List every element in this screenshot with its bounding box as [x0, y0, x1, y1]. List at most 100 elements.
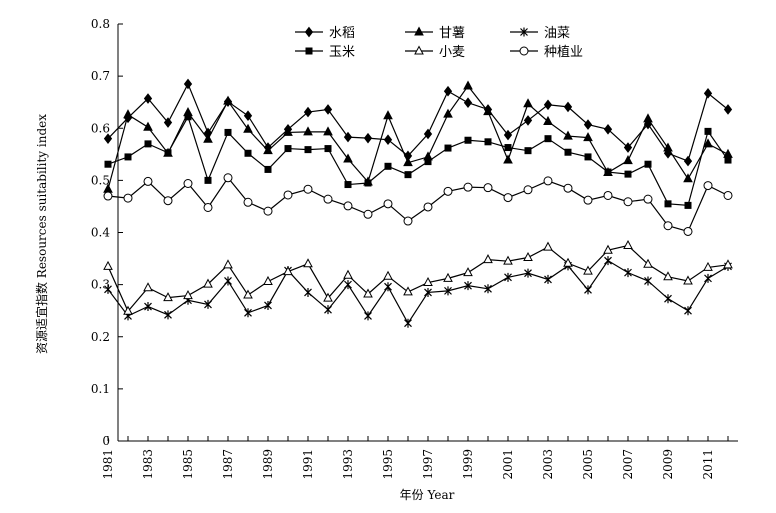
point-4-2005: [583, 265, 593, 275]
point-3-2006: [604, 168, 612, 176]
point-2-1992: [324, 305, 332, 315]
axes: [117, 24, 738, 442]
point-5-1983: [143, 176, 153, 186]
point-4-1996: [403, 286, 413, 296]
point-0-2011: [703, 88, 713, 99]
x-tick-label-2011: 2011: [701, 449, 715, 480]
point-0-1984: [163, 117, 173, 128]
point-1-2011: [703, 138, 713, 148]
point-5-2003: [543, 176, 553, 186]
point-0-1993: [343, 131, 353, 143]
point-0-1991: [303, 106, 313, 118]
point-2-1995: [384, 282, 392, 292]
point-1-1990: [283, 126, 293, 136]
series-line-4: [107, 244, 729, 313]
point-4-2001: [503, 255, 513, 265]
point-5-2000: [483, 183, 493, 193]
point-5-2006: [603, 190, 613, 200]
point-4-1986: [203, 278, 213, 288]
point-1-2005: [583, 132, 593, 142]
point-4-1981: [103, 260, 113, 270]
point-5-2009: [663, 221, 673, 231]
legend-label-2: 油菜: [544, 26, 570, 41]
point-1-1982: [123, 109, 133, 119]
point-2-2002: [524, 268, 532, 278]
point-4-1983: [143, 282, 153, 292]
point-5-1999: [463, 182, 473, 192]
y-tick-label-3: 0.3: [91, 278, 110, 292]
x-tick-label-1997: 1997: [421, 449, 435, 480]
point-2-2009: [664, 294, 672, 304]
point-3-1995: [384, 162, 392, 170]
series-4: [103, 239, 733, 315]
point-3-1984: [164, 149, 172, 157]
point-2-1987: [224, 276, 232, 286]
y-tick-label-6: 0.6: [91, 121, 110, 135]
point-2-2001: [504, 272, 512, 282]
point-1-2003: [543, 115, 553, 125]
point-1-2004: [563, 130, 573, 140]
x-axis-title: 年份 Year: [400, 488, 455, 502]
point-0-2003: [543, 99, 553, 111]
point-0-1988: [243, 110, 253, 122]
x-tick-label-1993: 1993: [341, 449, 355, 480]
point-4-2008: [643, 258, 653, 268]
point-3-2011: [704, 127, 712, 135]
point-0-1994: [363, 132, 373, 144]
point-3-2009: [664, 200, 672, 208]
point-4-2004: [563, 257, 573, 267]
point-3-1996: [404, 171, 412, 179]
legend-label-1: 甘薯: [439, 26, 465, 41]
point-2-2010: [684, 306, 692, 316]
point-2-1986: [204, 299, 212, 309]
point-4-2009: [663, 271, 673, 281]
y-tick-label-4: 0.4: [91, 226, 110, 240]
point-2-1999: [464, 281, 472, 291]
point-3-1982: [124, 153, 132, 161]
point-4-2010: [683, 275, 693, 285]
point-3-2005: [584, 153, 592, 161]
y-tick-label-8: 0.8: [91, 17, 110, 31]
point-2-2000: [484, 284, 492, 294]
point-3-2012: [724, 156, 732, 164]
point-4-1999: [463, 267, 473, 277]
point-0-1999: [463, 97, 473, 109]
point-0-2007: [623, 142, 633, 153]
point-5-1998: [443, 186, 453, 196]
point-0-1997: [423, 128, 433, 140]
point-4-2007: [623, 239, 633, 250]
point-3-1991: [304, 146, 312, 154]
series-0: [103, 78, 733, 167]
point-3-1998: [444, 144, 452, 152]
point-4-1982: [123, 305, 133, 315]
point-4-1992: [323, 292, 333, 302]
point-3-2000: [484, 138, 492, 146]
legend-item-5: 种植业: [510, 45, 583, 60]
point-2-1991: [304, 287, 312, 297]
point-0-1985: [183, 78, 193, 90]
point-1-1989: [263, 145, 273, 155]
point-0-2002: [523, 115, 533, 126]
point-0-1983: [143, 93, 153, 104]
point-2-1989: [264, 300, 272, 310]
point-1-1988: [243, 123, 253, 133]
point-3-1989: [264, 165, 272, 173]
point-4-1998: [443, 272, 453, 282]
point-2-1998: [444, 286, 452, 296]
point-4-1987: [223, 259, 233, 269]
point-1-2009: [663, 142, 673, 152]
x-tick-label-1983: 1983: [141, 449, 155, 480]
point-3-1987: [224, 128, 232, 136]
point-2-1983: [144, 302, 152, 312]
series-group: [103, 78, 733, 328]
legend-label-0: 水稻: [329, 26, 355, 41]
x-tick-label-1987: 1987: [221, 449, 235, 480]
point-5-1996: [403, 216, 413, 226]
point-0-2010: [683, 155, 693, 167]
point-5-2010: [683, 226, 693, 236]
y-tick-label-7: 0.7: [91, 69, 110, 83]
point-1-2002: [523, 98, 533, 108]
point-4-2003: [543, 241, 553, 251]
point-2-1993: [344, 280, 352, 290]
y-ticks: 0 0.1 0.2 0.3 0.4 0.5 0.6 0.7 0.8: [91, 17, 123, 448]
